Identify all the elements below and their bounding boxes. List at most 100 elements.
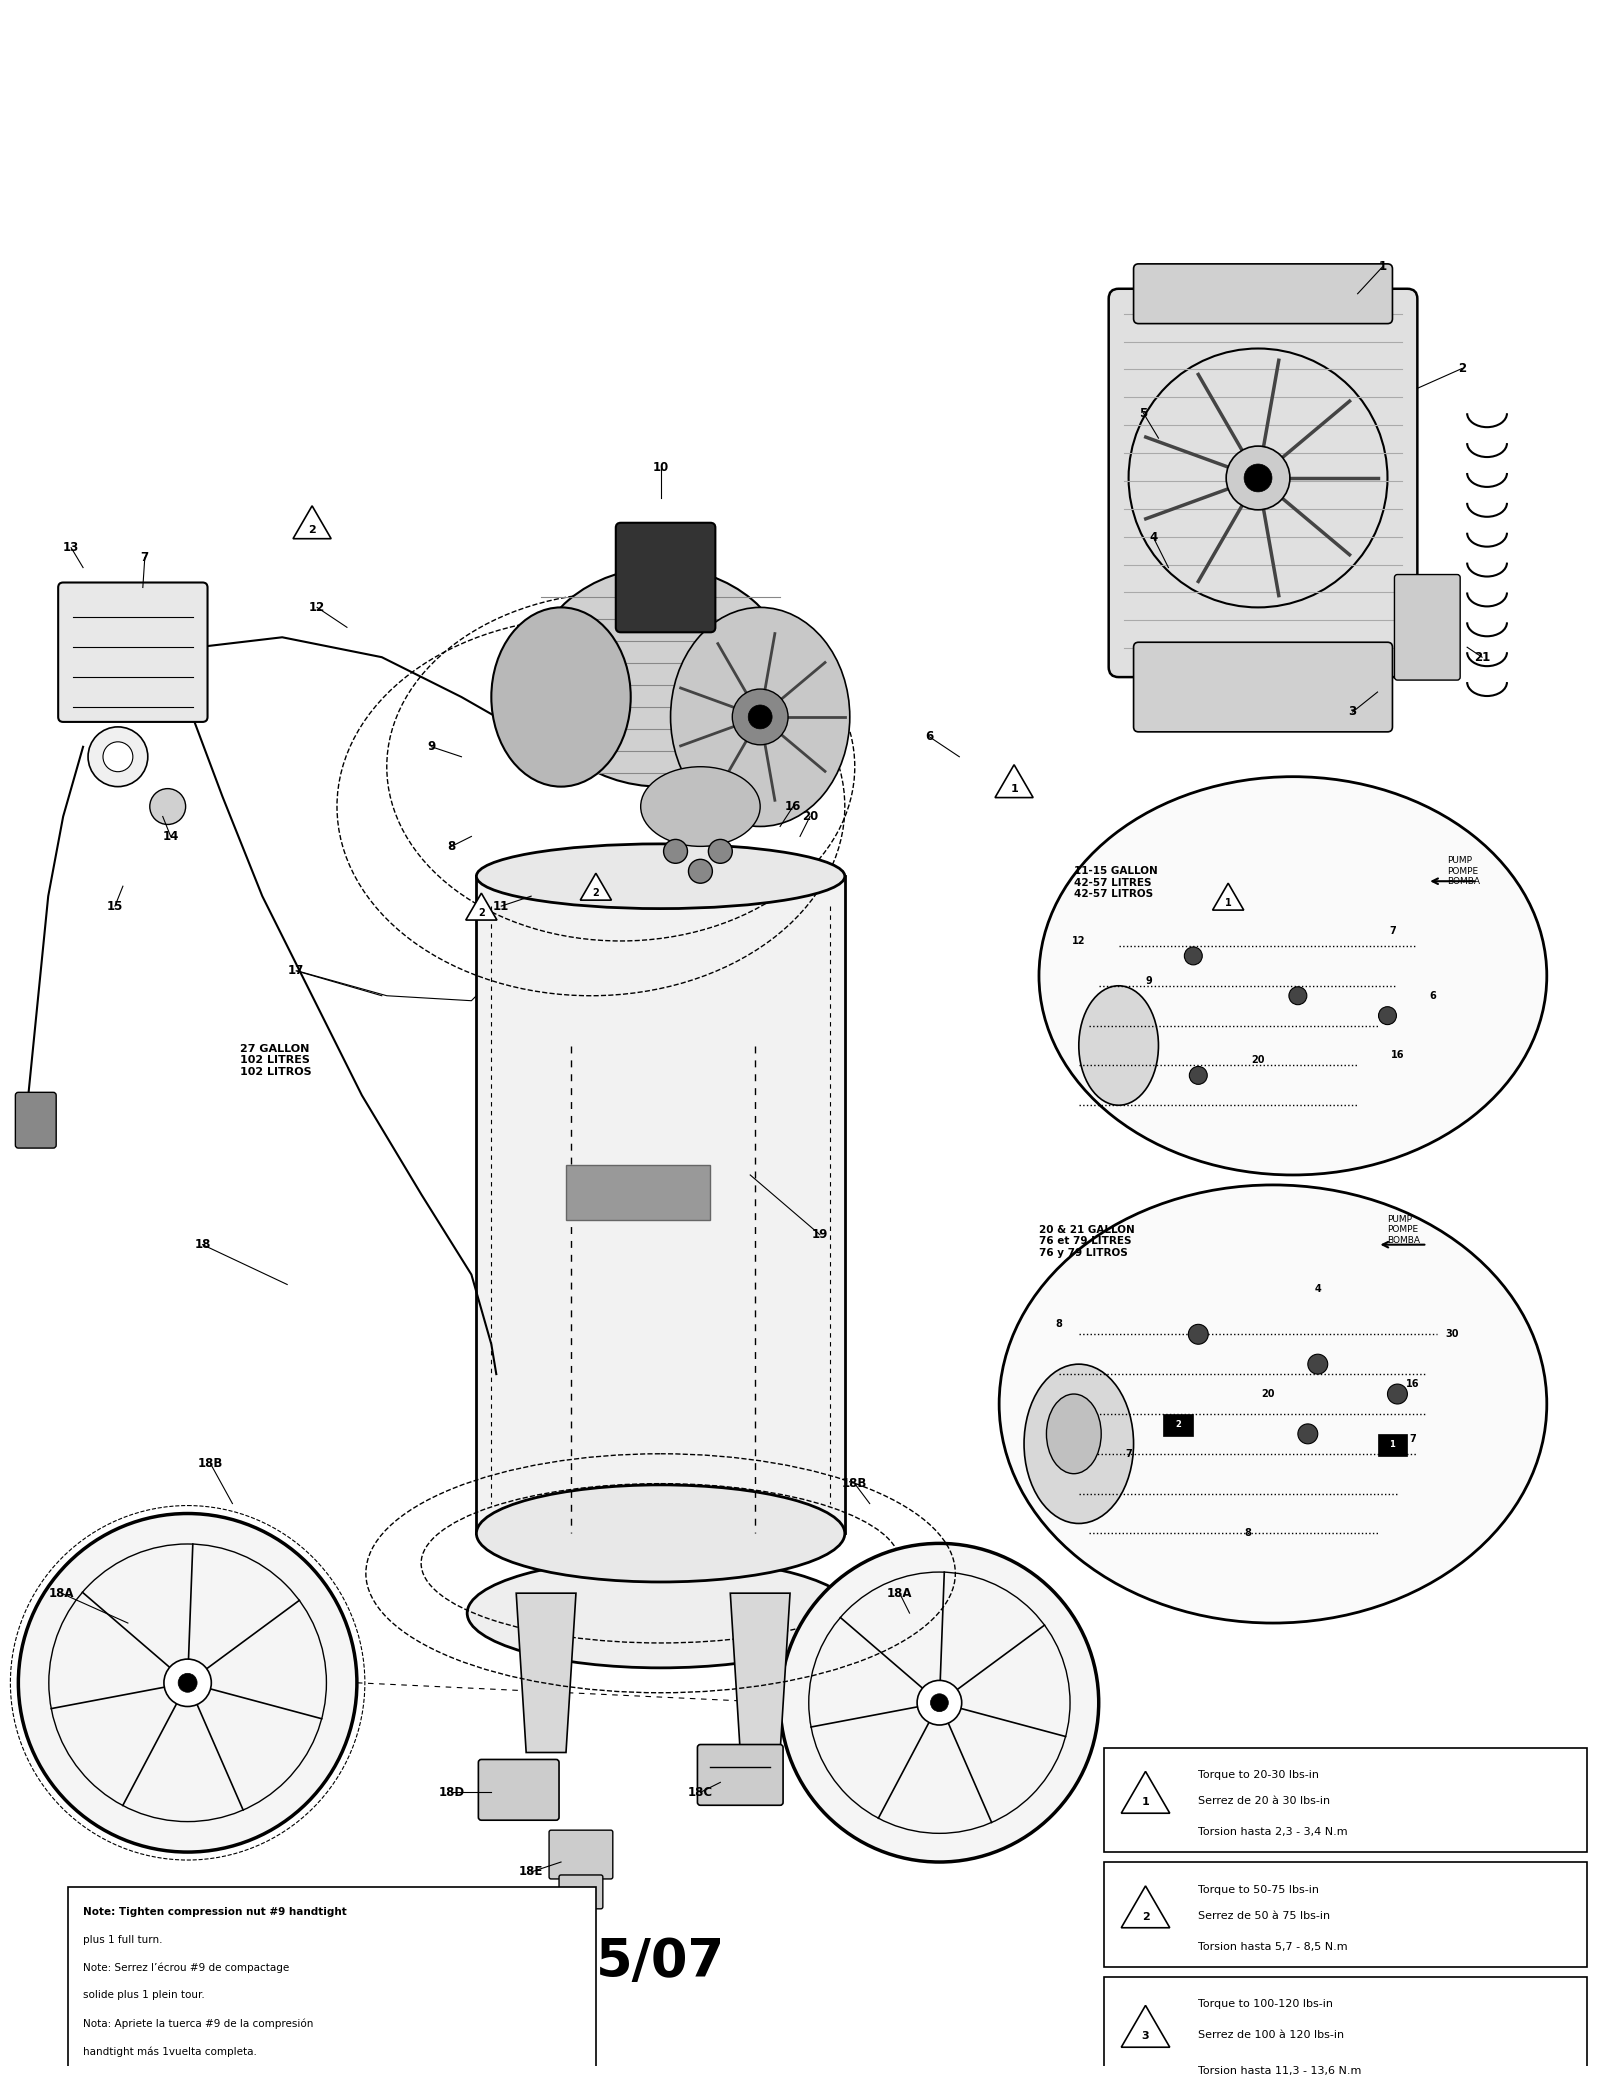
Circle shape: [733, 689, 789, 745]
Text: 5: 5: [1139, 407, 1147, 419]
Text: 3: 3: [1142, 2031, 1149, 2042]
Text: 9: 9: [427, 741, 435, 753]
Ellipse shape: [467, 1558, 854, 1668]
Text: 8: 8: [1056, 1320, 1062, 1330]
Ellipse shape: [531, 569, 790, 786]
Circle shape: [163, 1660, 211, 1706]
FancyBboxPatch shape: [16, 1091, 56, 1147]
FancyBboxPatch shape: [698, 1745, 782, 1805]
Text: 30: 30: [1445, 1330, 1459, 1338]
Text: solide plus 1 plein tour.: solide plus 1 plein tour.: [83, 1990, 205, 2000]
Text: 15: 15: [107, 901, 123, 913]
Text: 2: 2: [592, 888, 600, 898]
FancyBboxPatch shape: [549, 1830, 613, 1880]
Ellipse shape: [1038, 776, 1547, 1174]
Text: 4: 4: [1149, 531, 1158, 544]
Text: 7: 7: [1389, 925, 1395, 936]
Text: 6: 6: [1429, 990, 1435, 1000]
Circle shape: [917, 1681, 962, 1724]
Text: 11-15 GALLON
42-57 LITRES
42-57 LITROS: 11-15 GALLON 42-57 LITRES 42-57 LITROS: [1074, 865, 1157, 898]
Circle shape: [1189, 1067, 1208, 1085]
Text: 2: 2: [1458, 361, 1466, 376]
Text: 12: 12: [1072, 936, 1085, 946]
Text: 8: 8: [1245, 1529, 1251, 1538]
Circle shape: [749, 706, 773, 728]
Text: 20 & 21 GALLON
76 et 79 LITRES
76 y 79 LITROS: 20 & 21 GALLON 76 et 79 LITRES 76 y 79 L…: [1038, 1224, 1134, 1257]
Text: Torsion hasta 5,7 - 8,5 N.m: Torsion hasta 5,7 - 8,5 N.m: [1198, 1942, 1347, 1953]
Text: Nota: Apriete la tuerca #9 de la compresión: Nota: Apriete la tuerca #9 de la compres…: [83, 2019, 314, 2029]
Text: 18E: 18E: [518, 1865, 544, 1878]
Bar: [1163, 1413, 1194, 1436]
Text: Serrez de 20 à 30 lbs-in: Serrez de 20 à 30 lbs-in: [1198, 1797, 1331, 1805]
Bar: [1378, 1434, 1408, 1457]
Text: 2: 2: [309, 525, 315, 535]
Text: 21: 21: [1474, 652, 1490, 664]
Text: PUMP
POMPE
BOMBA: PUMP POMPE BOMBA: [1448, 857, 1480, 886]
Text: 18A: 18A: [48, 1587, 74, 1600]
Text: 20: 20: [802, 809, 818, 824]
FancyBboxPatch shape: [1133, 264, 1392, 324]
Text: 2: 2: [1142, 1911, 1149, 1921]
Text: 20: 20: [1261, 1388, 1275, 1399]
Text: 18D: 18D: [438, 1787, 464, 1799]
Circle shape: [1226, 446, 1290, 510]
Bar: [477, 876, 845, 1533]
Text: 1: 1: [1010, 784, 1018, 795]
Circle shape: [931, 1693, 949, 1712]
Text: Note: Serrez l’écrou #9 de compactage: Note: Serrez l’écrou #9 de compactage: [83, 1963, 290, 1973]
Circle shape: [781, 1544, 1099, 1861]
Circle shape: [1387, 1384, 1408, 1405]
FancyBboxPatch shape: [58, 583, 208, 722]
Circle shape: [88, 726, 147, 786]
Text: Torsion hasta 11,3 - 13,6 N.m: Torsion hasta 11,3 - 13,6 N.m: [1198, 2067, 1362, 2075]
Text: 19: 19: [811, 1228, 829, 1241]
Circle shape: [709, 840, 733, 863]
Ellipse shape: [1024, 1363, 1133, 1523]
Text: 27 GALLON
102 LITRES
102 LITROS: 27 GALLON 102 LITRES 102 LITROS: [240, 1044, 312, 1077]
FancyBboxPatch shape: [478, 1760, 558, 1820]
Text: 20: 20: [1251, 1056, 1264, 1064]
Text: 18B: 18B: [198, 1457, 224, 1471]
Text: 7: 7: [1125, 1448, 1131, 1459]
Text: 1: 1: [1224, 898, 1232, 909]
Text: PUMP
POMPE
BOMBA: PUMP POMPE BOMBA: [1387, 1214, 1421, 1245]
Text: 17: 17: [288, 965, 304, 977]
Text: Serrez de 50 à 75 lbs-in: Serrez de 50 à 75 lbs-in: [1198, 1911, 1331, 1921]
Polygon shape: [1122, 1886, 1170, 1928]
Ellipse shape: [491, 608, 630, 786]
Bar: [1104, 1747, 1587, 1853]
Text: 16: 16: [1390, 1050, 1405, 1060]
FancyBboxPatch shape: [1395, 575, 1461, 681]
Bar: [1104, 1977, 1587, 2075]
Text: 4: 4: [1315, 1284, 1322, 1295]
Text: 2: 2: [478, 909, 485, 917]
Bar: [1104, 1861, 1587, 1967]
Circle shape: [1184, 946, 1202, 965]
Text: 16: 16: [786, 801, 802, 813]
Text: 1: 1: [1379, 259, 1387, 274]
Circle shape: [1245, 465, 1272, 492]
Text: 13: 13: [62, 542, 80, 554]
Text: 18B: 18B: [842, 1477, 867, 1490]
FancyBboxPatch shape: [616, 523, 715, 633]
Polygon shape: [1122, 2004, 1170, 2048]
Polygon shape: [1213, 884, 1243, 911]
Text: 18: 18: [194, 1239, 211, 1251]
Ellipse shape: [477, 1486, 845, 1581]
Text: 10: 10: [653, 461, 669, 475]
Text: 14: 14: [163, 830, 179, 842]
Text: handtight más 1vuelta completa.: handtight más 1vuelta completa.: [83, 2046, 258, 2056]
Text: Serrez de 100 à 120 lbs-in: Serrez de 100 à 120 lbs-in: [1198, 2029, 1344, 2040]
Circle shape: [178, 1672, 197, 1693]
Text: 11: 11: [493, 901, 509, 913]
Text: 1: 1: [1142, 1797, 1149, 1807]
Polygon shape: [730, 1594, 790, 1753]
Circle shape: [1290, 988, 1307, 1004]
Ellipse shape: [1046, 1394, 1101, 1473]
Text: Note: Tighten compression nut #9 handtight: Note: Tighten compression nut #9 handtig…: [83, 1907, 347, 1917]
Ellipse shape: [998, 1185, 1547, 1623]
Circle shape: [1379, 1006, 1397, 1025]
Polygon shape: [293, 506, 331, 540]
Circle shape: [150, 788, 186, 824]
Text: 8: 8: [448, 840, 456, 853]
